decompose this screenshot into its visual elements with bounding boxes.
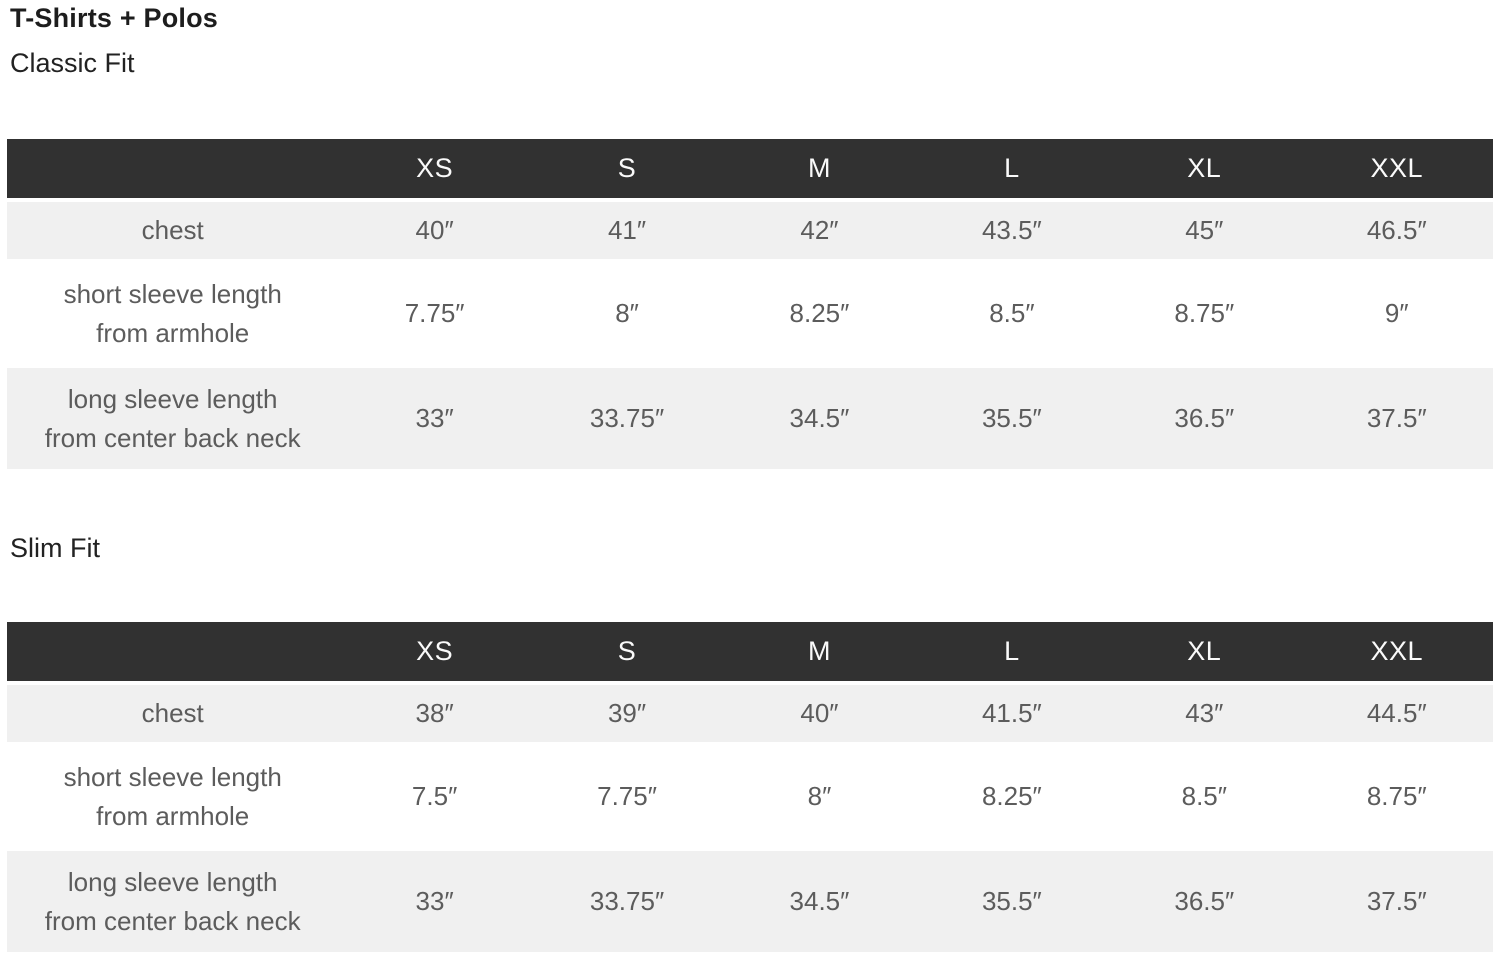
size-value: 36.5″ [1174,403,1235,433]
row-label-line-1: long sleeve length [67,383,278,414]
size-value: 40″ [338,202,531,263]
size-value: 38″ [338,685,531,746]
page-title: T-Shirts + Polos [10,3,218,33]
row-label-line-1: long sleeve length [67,866,278,897]
size-value: 8.25″ [723,263,916,368]
section-title-slim-fit: Slim Fit [10,533,100,563]
size-value: 35.5″ [981,403,1042,433]
column-header-xs: XS [338,139,531,202]
size-value: 39″ [530,685,724,746]
row-label: short sleeve length from armhole [7,746,339,851]
section-title-classic-fit: Classic Fit [10,48,135,78]
table-row-long-sleeve: long sleeve length from center back neck… [7,851,1493,952]
column-header-l: L [915,622,1109,685]
size-value: 8″ [723,746,916,851]
row-label-line-2: from armhole [96,317,250,348]
column-header-m: M [723,622,916,685]
size-value: 41″ [530,202,724,263]
column-header-s: S [530,622,724,685]
table-row-chest: chest 38″ 39″ 40″ 41.5″ 43″ 44.5″ [7,685,1493,746]
size-value: 9″ [1300,263,1493,368]
size-value: 35.5″ [981,886,1042,916]
size-value: 37.5″ [1366,886,1427,916]
row-label: chest [7,685,339,746]
size-value: 7.75″ [338,263,531,368]
size-value: 8.5″ [1108,746,1301,851]
column-header-xl: XL [1108,139,1301,202]
size-value: 44.5″ [1300,685,1493,746]
size-value: 33″ [415,886,454,916]
size-value: 7.75″ [530,746,724,851]
size-value: 8.25″ [915,746,1109,851]
size-value: 34.5″ [789,886,850,916]
column-header-l: L [915,139,1109,202]
size-value: 41.5″ [915,685,1109,746]
size-value: 33.75″ [589,403,665,433]
row-label-line-1: short sleeve length [63,761,282,792]
header-row: XS S M L XL XXL [7,622,1493,685]
row-label-line-1: chest [141,698,204,728]
table-row-short-sleeve: short sleeve length from armhole 7.75″ 8… [7,263,1493,368]
size-value: 43″ [1108,685,1301,746]
size-value: 33″ [415,403,454,433]
size-value: 8.75″ [1300,746,1493,851]
slim-fit-size-table: XS S M L XL XXL chest 38″ 39″ 40″ 41.5″ … [7,622,1493,952]
table-row-chest: chest 40″ 41″ 42″ 43.5″ 45″ 46.5″ [7,202,1493,263]
row-label-line-2: from center back neck [44,422,301,453]
size-value: 36.5″ [1174,886,1235,916]
size-value: 8.75″ [1108,263,1301,368]
row-label: long sleeve length from center back neck [7,368,338,469]
header-spacer-cell [7,139,339,202]
column-header-m: M [723,139,916,202]
row-label: short sleeve length from armhole [7,263,339,368]
row-label-line-1: short sleeve length [63,278,282,309]
row-label: chest [7,202,339,263]
column-header-s: S [530,139,724,202]
slim-fit-table-header: XS S M L XL XXL [7,622,1493,685]
column-header-xxl: XXL [1300,139,1493,202]
column-header-xl: XL [1108,622,1301,685]
size-value: 43.5″ [915,202,1109,263]
row-label-line-2: from armhole [96,800,250,831]
size-value: 33.75″ [589,886,665,916]
row-label-line-1: chest [141,215,204,245]
header-spacer-cell [7,622,339,685]
size-value: 42″ [723,202,916,263]
size-value: 46.5″ [1300,202,1493,263]
size-value: 40″ [723,685,916,746]
header-row: XS S M L XL XXL [7,139,1493,202]
table-row-short-sleeve: short sleeve length from armhole 7.5″ 7.… [7,746,1493,851]
column-header-xxl: XXL [1300,622,1493,685]
size-value: 8″ [530,263,724,368]
size-value: 45″ [1108,202,1301,263]
classic-fit-size-table: XS S M L XL XXL chest 40″ 41″ 42″ 43.5″ … [7,139,1493,469]
classic-fit-table-header: XS S M L XL XXL [7,139,1493,202]
size-value: 34.5″ [789,403,850,433]
size-value: 37.5″ [1366,403,1427,433]
table-row-long-sleeve: long sleeve length from center back neck… [7,368,1493,469]
size-value: 7.5″ [338,746,531,851]
column-header-xs: XS [338,622,531,685]
row-label-line-2: from center back neck [44,905,301,936]
size-value: 8.5″ [915,263,1109,368]
row-label: long sleeve length from center back neck [7,851,338,952]
